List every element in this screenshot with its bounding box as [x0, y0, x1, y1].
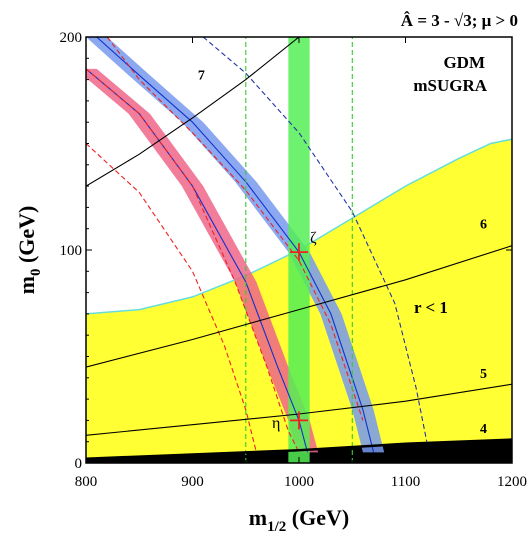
- point-zeta: [290, 243, 308, 262]
- annotation-r-lt-1: r < 1: [414, 298, 448, 317]
- chart-title: Â = 3 - √3; μ > 0: [401, 11, 518, 30]
- pink-inner-dashed: [86, 68, 300, 453]
- blue-outer-dashed: [202, 37, 428, 442]
- blue-band: [86, 37, 385, 453]
- region-r-lt-1-edge: [86, 138, 512, 315]
- contour-4: [86, 438, 512, 460]
- x-tick-label: 1100: [391, 474, 420, 490]
- x-tick-label: 1200: [497, 474, 527, 490]
- x-tick-label: 800: [75, 474, 98, 490]
- y-tick-label: 200: [60, 30, 83, 46]
- plot-area: [86, 37, 512, 463]
- annotation-gdm: GDM: [443, 53, 485, 72]
- annotation-eta: η: [272, 415, 280, 432]
- x-tick-label: 900: [181, 474, 204, 490]
- contour-7-label: 7: [198, 69, 205, 84]
- y-axis-title: m0 (GeV): [14, 206, 44, 295]
- contour-6-label: 6: [480, 218, 487, 233]
- annotation-zeta: ζ: [310, 230, 317, 247]
- contour-5-label: 5: [480, 367, 487, 382]
- contour-4-label: 4: [480, 422, 487, 437]
- contour-6: [86, 245, 512, 368]
- contour-7: [86, 37, 300, 187]
- red-outer-dashed: [86, 143, 257, 453]
- y-tick-label: 0: [75, 456, 83, 472]
- annotation-msugra: mSUGRA: [413, 76, 487, 95]
- blue-center-line: [96, 37, 375, 453]
- x-tick-label: 1000: [284, 474, 314, 490]
- y-tick-label: 100: [60, 243, 83, 259]
- x-axis-title: m1/2 (GeV): [249, 505, 349, 535]
- point-eta: [290, 411, 308, 430]
